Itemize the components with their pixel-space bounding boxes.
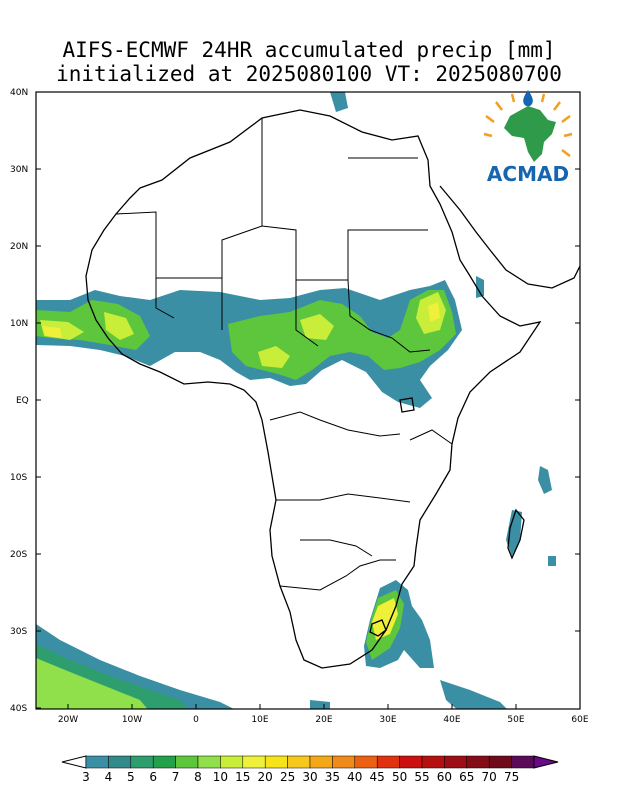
madagascar-coastline <box>507 508 525 560</box>
lat-label-20s: 20S <box>10 550 27 560</box>
country-borders <box>115 118 453 591</box>
lesotho-border <box>369 619 387 637</box>
colorbar-level-label: 5 <box>127 770 135 784</box>
colorbar-box <box>421 755 445 769</box>
colorbar-box <box>511 755 535 769</box>
lat-ticks <box>36 91 580 709</box>
lon-label-10w: 10W <box>122 715 142 725</box>
colorbar-box <box>175 755 199 769</box>
lon-label-0: 0 <box>193 715 199 725</box>
colorbar-labels: 3 4 5 6 7 8 10 15 20 25 30 35 40 45 50 55 60 65 70 75 <box>82 770 519 784</box>
colorbar-box <box>309 755 333 769</box>
precip-region-north <box>330 92 348 112</box>
colorbar-box <box>399 755 423 769</box>
colorbar-level-label: 8 <box>194 770 202 784</box>
lat-label-10n: 10N <box>10 319 28 329</box>
colorbar-level-label: 50 <box>392 770 407 784</box>
colorbar-level-label: 70 <box>482 770 497 784</box>
colorbar-box <box>152 755 176 769</box>
colorbar: 3 4 5 6 7 8 10 15 20 25 30 35 40 45 50 55 60 65 70 75 <box>61 755 559 784</box>
arabia-coastline <box>439 185 580 289</box>
colorbar-box <box>488 755 512 769</box>
colorbar-level-label: 3 <box>82 770 90 784</box>
lat-label-20n: 20N <box>10 242 28 252</box>
lon-label-30e: 30E <box>379 715 396 725</box>
lon-label-10e: 10E <box>251 715 268 725</box>
colorbar-level-label: 35 <box>325 770 340 784</box>
colorbar-level-label: 75 <box>504 770 519 784</box>
colorbar-level-label: 55 <box>414 770 429 784</box>
lon-label-20w: 20W <box>58 715 78 725</box>
precip-region-west-africa-high <box>40 292 446 368</box>
colorbar-level-label: 4 <box>105 770 113 784</box>
colorbar-box <box>444 755 468 769</box>
precip-fill-layer <box>36 92 556 709</box>
colorbar-box <box>264 755 288 769</box>
precip-region-west-africa-mid <box>36 290 456 380</box>
colorbar-box <box>466 755 490 769</box>
colorbar-box <box>287 755 311 769</box>
acmad-logo-text: ACMAD <box>486 162 570 186</box>
colorbar-box <box>376 755 400 769</box>
lat-label-10s: 10S <box>10 473 27 483</box>
colorbar-level-label: 15 <box>235 770 250 784</box>
lake-victoria <box>399 397 415 413</box>
map-background <box>36 92 580 709</box>
colorbar-box <box>242 755 266 769</box>
lat-label-40s: 40S <box>10 704 27 714</box>
africa-sun-logo-icon <box>483 90 573 162</box>
africa-coastline <box>85 109 542 669</box>
colorbar-level-label: 30 <box>302 770 317 784</box>
colorbar-level-label: 40 <box>347 770 362 784</box>
colorbar-level-label: 65 <box>459 770 474 784</box>
precip-region-south-atlantic-high <box>36 658 148 709</box>
colorbar-boxes <box>61 755 559 769</box>
colorbar-level-label: 20 <box>258 770 273 784</box>
title-line-2: initialized at 2025080100 VT: 2025080700 <box>56 62 562 86</box>
precip-region-madagascar <box>506 510 522 556</box>
colorbar-level-label: 7 <box>172 770 180 784</box>
colorbar-box <box>197 755 221 769</box>
colorbar-level-label: 60 <box>437 770 452 784</box>
lon-ticks <box>67 704 517 709</box>
colorbar-box <box>85 755 109 769</box>
lon-label-20e: 20E <box>315 715 332 725</box>
title-line-1: AIFS-ECMWF 24HR accumulated precip [mm] <box>62 38 556 62</box>
colorbar-over-triangle <box>533 755 559 769</box>
colorbar-box <box>354 755 378 769</box>
colorbar-box <box>220 755 244 769</box>
colorbar-under-triangle <box>61 755 87 769</box>
precip-map: 40N 30N 20N 10N EQ 10S 20S 30S 40S 20W 1… <box>10 88 589 725</box>
colorbar-level-label: 6 <box>149 770 157 784</box>
lat-label-30n: 30N <box>10 165 28 175</box>
colorbar-level-label: 10 <box>213 770 228 784</box>
lat-label-30s: 30S <box>10 627 27 637</box>
colorbar-level-label: 45 <box>370 770 385 784</box>
lat-label-40n: 40N <box>10 88 28 98</box>
colorbar-box <box>108 755 132 769</box>
colorbar-box <box>130 755 154 769</box>
precip-region-southeast-high <box>372 598 398 640</box>
lon-label-40e: 40E <box>443 715 460 725</box>
lat-label-eq: EQ <box>16 396 29 406</box>
lon-label-60e: 60E <box>571 715 588 725</box>
lon-label-50e: 50E <box>507 715 524 725</box>
colorbar-box <box>332 755 356 769</box>
precip-region-southern-ocean <box>310 680 507 709</box>
colorbar-level-label: 25 <box>280 770 295 784</box>
coastlines-layer <box>85 109 580 669</box>
